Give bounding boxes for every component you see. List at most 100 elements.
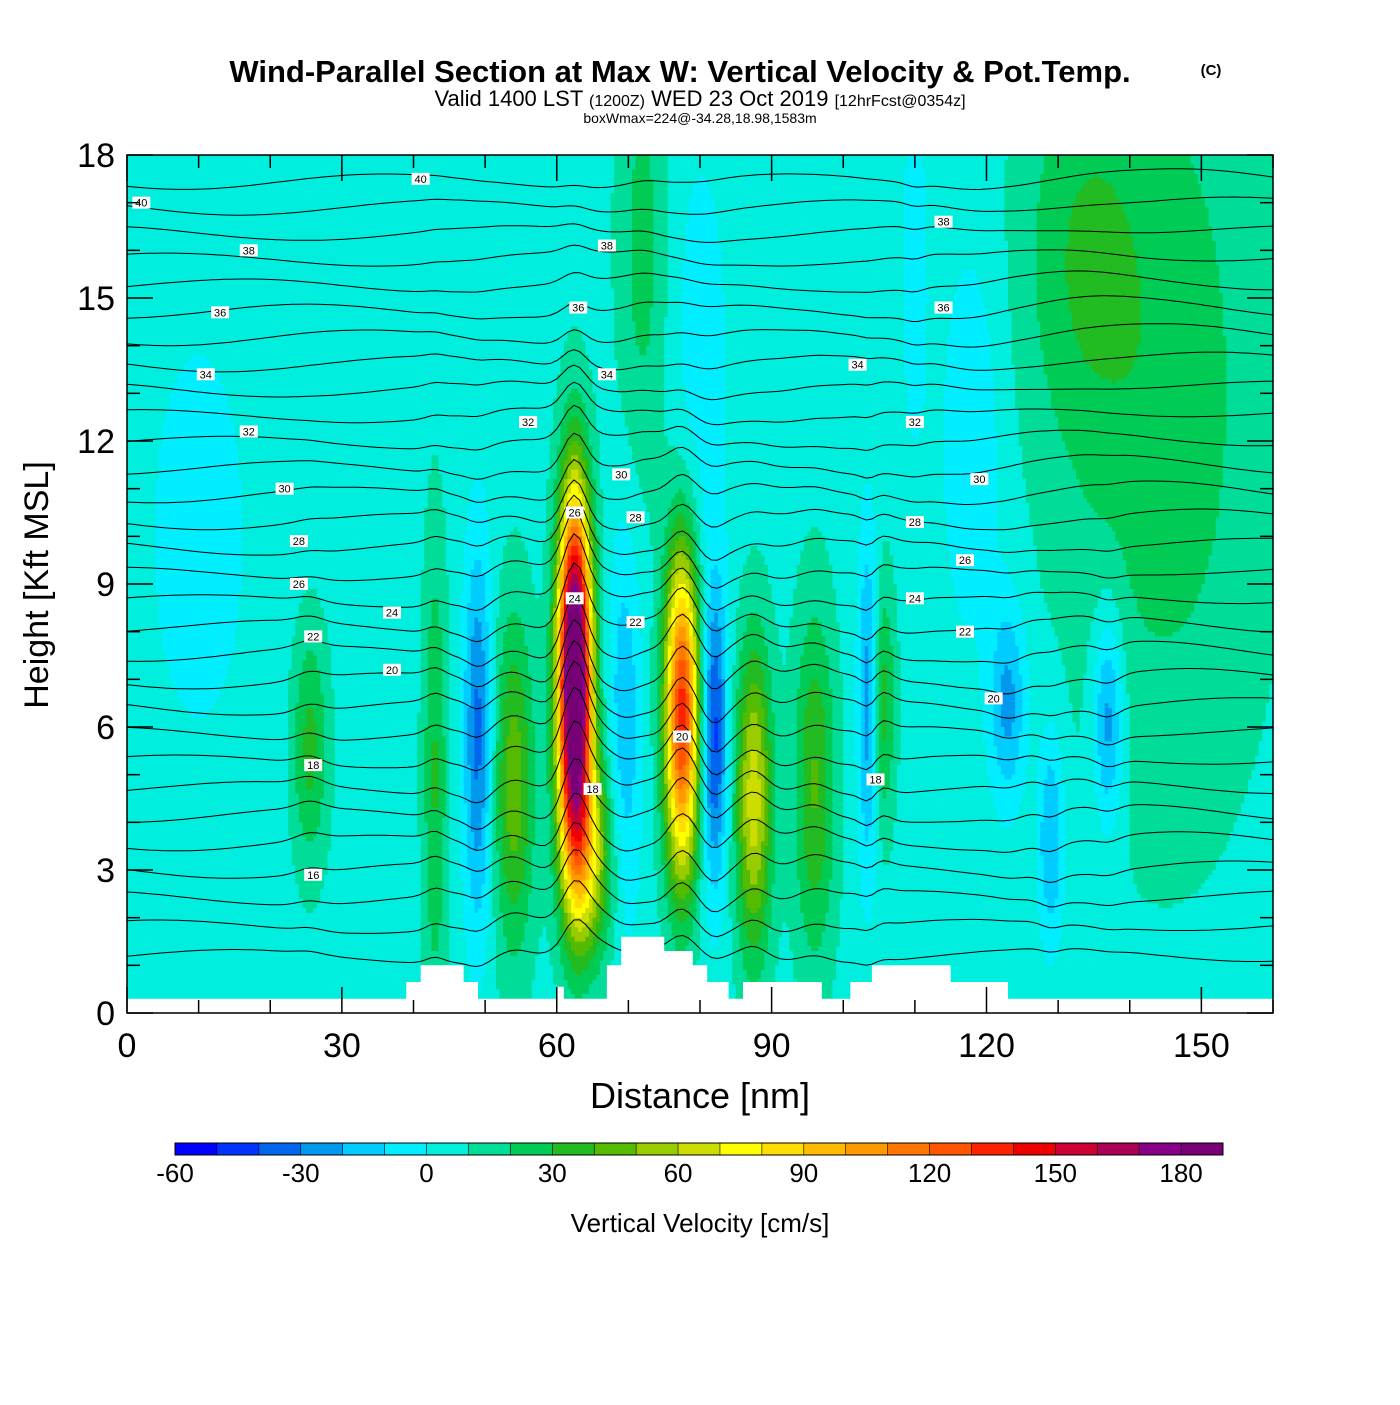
- velocity-cell: [664, 617, 669, 623]
- velocity-cell: [907, 398, 927, 404]
- velocity-cell: [696, 731, 701, 738]
- velocity-cell: [700, 669, 705, 676]
- velocity-cell: [588, 541, 594, 547]
- velocity-cell: [603, 736, 608, 742]
- velocity-cell: [610, 588, 640, 595]
- velocity-cell: [1136, 598, 1199, 604]
- velocity-cell: [922, 426, 945, 433]
- velocity-cell: [1050, 398, 1228, 404]
- velocity-cell: [1104, 736, 1113, 742]
- velocity-cell: [1043, 359, 1088, 366]
- velocity-cell: [177, 379, 221, 385]
- velocity-cell: [617, 364, 665, 371]
- velocity-cell: [900, 674, 980, 680]
- velocity-cell: [997, 545, 1038, 552]
- velocity-cell: [725, 717, 730, 723]
- velocity-cell: [832, 722, 844, 728]
- velocity-cell: [1068, 298, 1142, 304]
- velocity-cell: [768, 655, 783, 661]
- velocity-cell: [578, 579, 583, 585]
- velocity-cell: [581, 579, 586, 585]
- velocity-cell: [825, 731, 834, 738]
- velocity-cell: [503, 722, 511, 728]
- velocity-cell: [1018, 407, 1056, 413]
- velocity-cell: [793, 593, 837, 599]
- velocity-cell: [882, 612, 887, 618]
- velocity-cell: [954, 579, 1013, 585]
- velocity-cell: [581, 512, 586, 518]
- velocity-cell: [556, 393, 569, 399]
- velocity-cell: [585, 588, 590, 595]
- velocity-cell: [588, 665, 594, 671]
- velocity-cell: [1029, 512, 1099, 518]
- velocity-cell: [556, 669, 561, 676]
- velocity-cell: [592, 650, 597, 657]
- velocity-cell: [664, 669, 669, 676]
- velocity-cell: [1083, 703, 1095, 709]
- velocity-cell: [1136, 269, 1220, 275]
- velocity-cell: [417, 741, 425, 747]
- velocity-cell: [1201, 188, 1274, 194]
- velocity-cell: [588, 431, 601, 437]
- velocity-cell: [1015, 383, 1048, 390]
- velocity-cell: [853, 684, 862, 690]
- velocity-cell: [306, 712, 314, 719]
- velocity-cell: [707, 574, 712, 580]
- velocity-cell: [449, 741, 461, 747]
- velocity-cell: [1226, 369, 1274, 375]
- velocity-cell: [524, 641, 547, 647]
- velocity-cell: [667, 159, 909, 166]
- velocity-cell: [768, 707, 773, 714]
- velocity-cell: [1065, 274, 1142, 280]
- velocity-cell: [807, 703, 823, 709]
- velocity-cell: [739, 579, 769, 585]
- velocity-cell: [657, 693, 662, 699]
- velocity-cell: [768, 569, 798, 576]
- velocity-cell: [725, 460, 945, 466]
- velocity-cell: [1226, 402, 1274, 409]
- velocity-cell: [571, 441, 579, 447]
- velocity-cell: [993, 707, 1002, 714]
- velocity-cell: [950, 550, 1002, 556]
- velocity-cell: [778, 631, 791, 638]
- velocity-cell: [524, 541, 544, 547]
- velocity-cell: [671, 598, 676, 604]
- velocity-cell: [900, 688, 984, 695]
- velocity-cell: [553, 617, 558, 623]
- velocity-cell: [560, 569, 565, 576]
- velocity-cell: [460, 636, 468, 642]
- velocity-cell: [610, 669, 619, 676]
- velocity-cell: [599, 631, 604, 638]
- velocity-cell: [553, 607, 558, 614]
- velocity-cell: [785, 660, 801, 666]
- velocity-cell: [599, 550, 604, 556]
- velocity-cell: [904, 283, 927, 290]
- velocity-cell: [1129, 717, 1267, 723]
- velocity-cell: [610, 574, 637, 580]
- velocity-cell: [982, 293, 1009, 299]
- velocity-cell: [1029, 693, 1070, 699]
- velocity-cell: [610, 250, 633, 256]
- velocity-cell: [750, 712, 758, 719]
- velocity-cell: [904, 374, 927, 380]
- velocity-cell: [900, 703, 984, 709]
- velocity-cell: [700, 560, 708, 566]
- velocity-cell: [291, 645, 332, 652]
- velocity-cell: [653, 221, 669, 228]
- velocity-cell: [750, 612, 758, 618]
- velocity-cell: [1190, 155, 1274, 161]
- velocity-cell: [592, 445, 601, 452]
- velocity-cell: [768, 579, 798, 585]
- velocity-cell: [925, 383, 945, 390]
- velocity-cell: [775, 617, 791, 623]
- velocity-cell: [979, 679, 995, 685]
- velocity-cell: [674, 660, 680, 666]
- velocity-cell: [639, 631, 651, 638]
- velocity-cell: [685, 231, 719, 237]
- velocity-cell: [635, 679, 644, 685]
- velocity-cell: [839, 650, 855, 657]
- velocity-cell: [556, 617, 561, 623]
- velocity-cell: [1015, 707, 1023, 714]
- velocity-cell: [238, 469, 433, 475]
